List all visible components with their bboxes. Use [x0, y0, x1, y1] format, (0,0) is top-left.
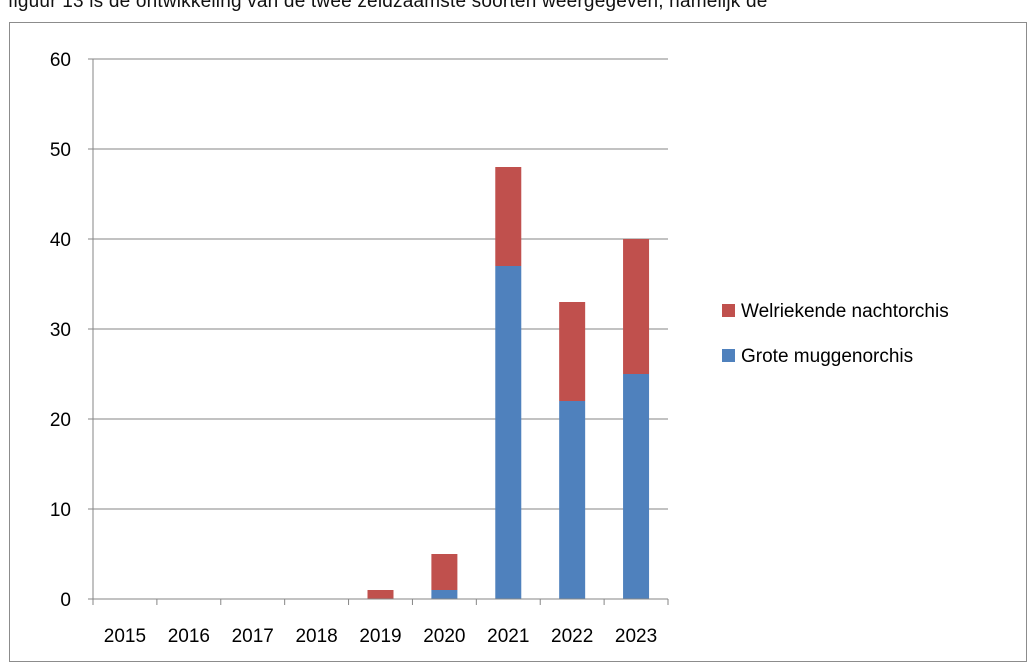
- y-tick-labels: 0 10 20 30 40 50 60: [50, 50, 71, 611]
- bar-segment-welriekende-nachtorchis: [495, 167, 522, 266]
- legend-swatch-welriekende-nachtorchis: [722, 304, 735, 317]
- bar-segment-welriekende-nachtorchis: [559, 302, 586, 401]
- axes: [88, 58, 669, 605]
- y-tick-label: 60: [50, 50, 71, 71]
- y-tick-label: 0: [60, 590, 71, 611]
- bar-segment-welriekende-nachtorchis: [431, 554, 458, 590]
- legend-label-grote-muggenorchis: Grote muggenorchis: [741, 346, 913, 367]
- legend-swatch-grote-muggenorchis: [722, 349, 735, 362]
- x-tick-label: 2018: [295, 626, 337, 647]
- x-tick-label: 2019: [359, 626, 401, 647]
- x-tick-label: 2022: [551, 626, 593, 647]
- x-tick-labels: 2015 2016 2017 2018 2019 2020 2021 2022 2023: [104, 626, 657, 647]
- bar-segment-welriekende-nachtorchis: [367, 590, 394, 599]
- x-tick-label: 2020: [423, 626, 465, 647]
- bar-segment-grote-muggenorchis: [623, 374, 650, 599]
- bar-segment-grote-muggenorchis: [495, 266, 522, 599]
- x-tick-label: 2021: [487, 626, 529, 647]
- x-tick-label: 2015: [104, 626, 146, 647]
- legend: Welriekende nachtorchis Grote muggenorchi…: [722, 301, 949, 367]
- y-tick-label: 50: [50, 140, 71, 161]
- bars: [367, 167, 650, 599]
- x-tick-label: 2016: [168, 626, 210, 647]
- x-tick-label: 2023: [615, 626, 657, 647]
- legend-label-welriekende-nachtorchis: Welriekende nachtorchis: [741, 301, 949, 322]
- y-tick-label: 30: [50, 320, 71, 341]
- y-tick-label: 10: [50, 500, 71, 521]
- caption-text: figuur 13 is de ontwikkeling van de twee…: [8, 0, 768, 12]
- y-tick-label: 40: [50, 230, 71, 251]
- bar-segment-grote-muggenorchis: [431, 590, 458, 599]
- bar-segment-welriekende-nachtorchis: [623, 239, 650, 374]
- bar-segment-grote-muggenorchis: [559, 401, 586, 599]
- x-tick-label: 2017: [232, 626, 274, 647]
- y-tick-label: 20: [50, 410, 71, 431]
